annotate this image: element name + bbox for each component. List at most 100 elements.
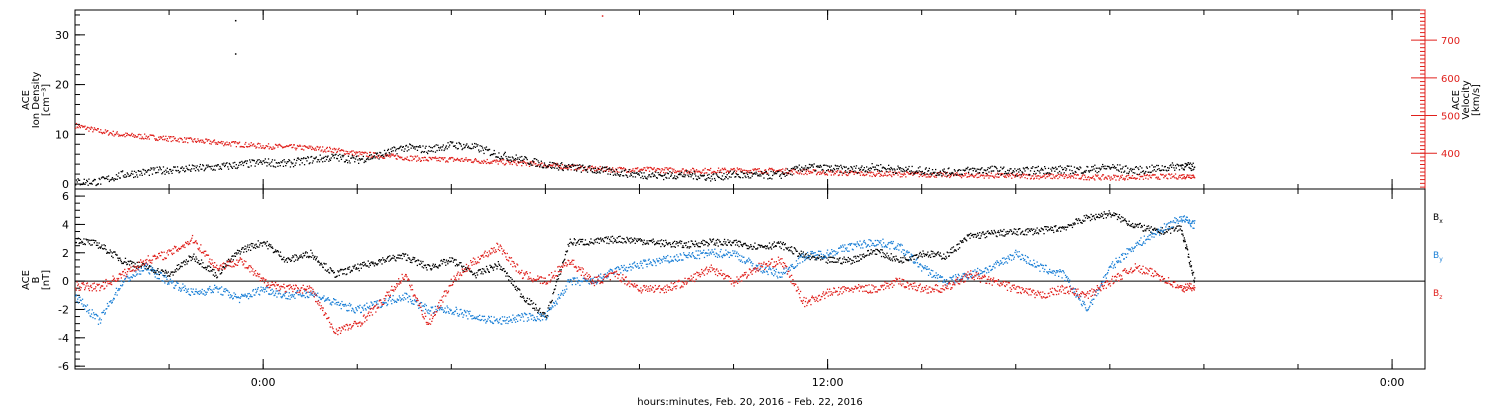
- velocity-series-point: [127, 134, 129, 136]
- velocity-series-point: [79, 127, 81, 129]
- velocity-series-point: [1046, 176, 1048, 178]
- velocity-series-point: [631, 169, 633, 172]
- density-series-point: [761, 173, 764, 175]
- velocity-series-point: [548, 165, 550, 167]
- by-series-point: [85, 305, 87, 308]
- bx-series-point: [285, 259, 287, 261]
- velocity-series-point: [805, 170, 807, 173]
- density-series-point: [734, 176, 736, 178]
- density-series-point: [762, 173, 764, 175]
- bx-series-point: [90, 244, 92, 246]
- density-series-point: [154, 167, 156, 169]
- bx-series-point: [212, 268, 214, 271]
- bx-series-point: [894, 260, 896, 262]
- bx-series-point: [405, 253, 407, 255]
- bx-series-point: [970, 232, 972, 235]
- density-series-point: [579, 164, 581, 166]
- bx-series-point: [598, 238, 600, 240]
- bx-series-point: [515, 285, 517, 288]
- bx-series-point: [145, 265, 147, 268]
- velocity-series-point: [1125, 176, 1127, 178]
- velocity-series-point: [376, 157, 379, 159]
- bx-series-point: [107, 252, 109, 254]
- bx-series-point: [316, 256, 318, 258]
- bx-series-point: [369, 262, 371, 265]
- bx-series-point: [773, 246, 775, 248]
- velocity-series-point: [907, 172, 909, 174]
- density-series-point: [692, 173, 694, 175]
- velocity-series-point: [416, 160, 418, 162]
- bx-series-point: [437, 267, 439, 269]
- density-series-point: [270, 165, 272, 167]
- bx-series-point: [820, 259, 822, 261]
- velocity-series-point: [974, 175, 976, 177]
- bx-series-point: [1068, 224, 1070, 226]
- density-series-point: [378, 158, 380, 160]
- by-series-point: [247, 298, 250, 300]
- density-series-point: [927, 170, 929, 172]
- bx-series-point: [535, 303, 537, 306]
- bx-series-point: [1189, 263, 1191, 265]
- velocity-series-point: [764, 169, 766, 171]
- density-series-point: [1050, 168, 1052, 170]
- velocity-series-point: [1126, 175, 1128, 177]
- bx-series-point: [854, 255, 856, 257]
- velocity-series-point: [180, 137, 182, 140]
- bx-series-point: [1087, 217, 1089, 219]
- density-series-point: [182, 169, 184, 171]
- by-series-point: [126, 276, 128, 278]
- velocity-series-point: [733, 167, 735, 170]
- velocity-series-point: [511, 163, 513, 166]
- density-series-point: [899, 168, 901, 170]
- density-series-point: [1119, 164, 1121, 166]
- bx-series-point: [574, 239, 576, 241]
- density-series-point: [1109, 168, 1112, 170]
- bx-series-point: [396, 257, 398, 259]
- velocity-series-point: [601, 167, 604, 169]
- bx-series-point: [397, 254, 399, 256]
- bx-series-point: [1162, 230, 1164, 232]
- bx-series-point: [99, 246, 101, 248]
- bx-series-point: [306, 252, 308, 254]
- bx-series-point: [775, 245, 777, 247]
- by-series-point: [144, 265, 147, 267]
- density-series-point: [1063, 172, 1065, 174]
- bx-series-point: [624, 240, 627, 243]
- velocity-series-point: [1034, 173, 1036, 176]
- bx-series-point: [124, 261, 126, 263]
- bx-series-point: [580, 238, 582, 241]
- density-series-point: [348, 160, 350, 162]
- density-series-point: [786, 168, 789, 170]
- bx-series-point: [1133, 225, 1135, 227]
- velocity-series-point: [547, 166, 549, 169]
- density-series-point: [715, 173, 717, 175]
- bx-series-point: [490, 266, 492, 269]
- velocity-series-point: [255, 147, 257, 149]
- density-series-point: [245, 160, 247, 162]
- bx-series-point: [185, 261, 187, 263]
- density-series-point: [1011, 172, 1013, 175]
- bx-series-point: [723, 238, 726, 241]
- bx-series-point: [934, 253, 937, 255]
- density-series-point: [400, 145, 402, 147]
- bx-series-point: [858, 260, 860, 262]
- density-series-point: [965, 167, 967, 170]
- bx-series-point: [916, 254, 918, 256]
- bx-series-point: [295, 259, 297, 261]
- density-series-point: [363, 161, 365, 164]
- bx-series-point: [1051, 229, 1053, 231]
- velocity-series-point: [1018, 173, 1021, 176]
- velocity-series-point: [695, 169, 698, 171]
- velocity-series-point: [275, 144, 277, 146]
- velocity-series-point: [570, 169, 572, 171]
- bx-series-point: [442, 260, 444, 263]
- density-series-point: [200, 168, 202, 170]
- velocity-series-point: [1176, 178, 1178, 180]
- velocity-series-point: [773, 169, 775, 171]
- by-series-point: [207, 289, 210, 291]
- bx-series-point: [233, 255, 235, 257]
- velocity-series-point: [322, 151, 324, 153]
- velocity-series-point: [636, 168, 638, 170]
- velocity-series-point: [303, 145, 306, 147]
